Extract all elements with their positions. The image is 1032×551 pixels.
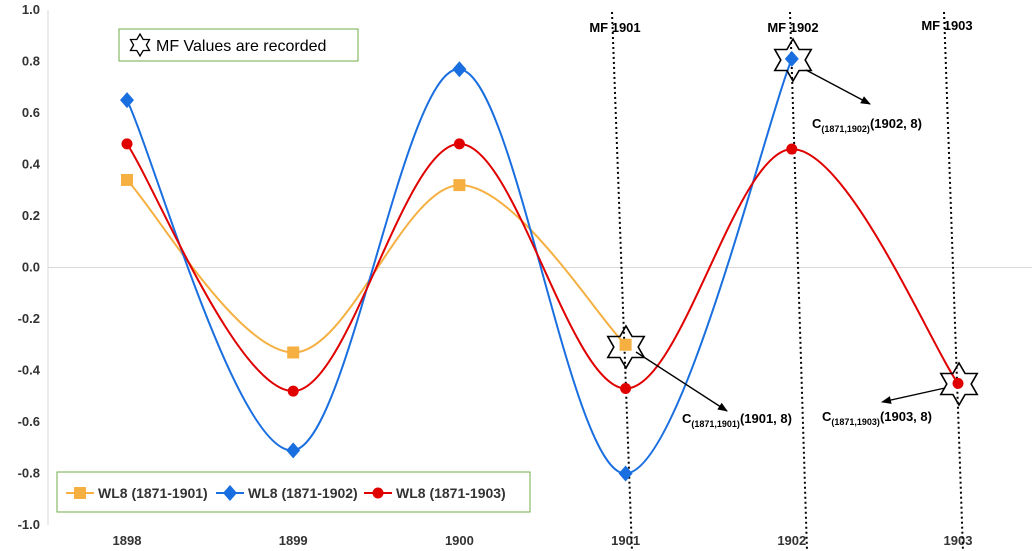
annotation-suffix: (1901, 8) — [740, 411, 792, 426]
x-tick-label: 1898 — [113, 533, 142, 548]
legend-marker — [223, 485, 237, 501]
legend-box — [56, 471, 531, 513]
annotation-arrow — [881, 387, 946, 404]
mf-star-icon — [939, 361, 979, 407]
y-tick-label: -0.4 — [18, 363, 41, 378]
legend-label: WL8 (1871-1902) — [248, 485, 358, 501]
data-point — [453, 138, 465, 150]
x-tick-label: 1900 — [445, 533, 474, 548]
x-tick-label: 1899 — [279, 533, 308, 548]
info-box — [118, 28, 359, 62]
mf-line — [789, 11, 808, 551]
y-tick-label: 0.8 — [22, 54, 40, 69]
y-tick-label: 0.6 — [22, 105, 40, 120]
x-tick-label: 1903 — [944, 533, 973, 548]
mf-star-icon — [773, 37, 813, 83]
y-tick-label: -0.8 — [18, 466, 40, 481]
annotation-subscript: (1871,1903) — [831, 417, 880, 427]
data-point — [287, 385, 299, 397]
legend-marker — [74, 487, 86, 499]
data-point — [452, 61, 467, 78]
data-point — [121, 173, 133, 186]
annotation-label: C(1871,1902)(1902, 8) — [812, 116, 922, 134]
annotation-suffix: (1903, 8) — [880, 409, 932, 424]
series-line — [126, 58, 793, 475]
y-tick-label: -0.2 — [18, 311, 40, 326]
data-point — [120, 92, 134, 109]
y-tick-label: 0.0 — [22, 260, 40, 275]
mf-line-label: MF 1903 — [921, 18, 972, 33]
data-point — [453, 179, 466, 192]
annotation-prefix: C — [812, 116, 822, 131]
y-tick-label: 0.2 — [22, 208, 40, 223]
annotation-subscript: (1871,1902) — [821, 124, 870, 134]
data-point — [618, 465, 633, 482]
legend-label: WL8 (1871-1901) — [98, 485, 208, 501]
info-box-text: MF Values are recorded — [156, 38, 326, 55]
annotation-prefix: C — [682, 411, 692, 426]
data-point — [784, 50, 799, 67]
data-point — [287, 346, 300, 359]
six-point-star-icon — [129, 32, 151, 58]
annotation-arrow — [805, 69, 871, 105]
annotation-label: C(1871,1903)(1903, 8) — [822, 409, 932, 427]
mf-star-icon — [606, 324, 646, 370]
annotation-subscript: (1871,1901) — [691, 419, 740, 429]
annotation-suffix: (1902, 8) — [870, 116, 922, 131]
data-point — [952, 377, 964, 389]
annotation-arrow — [635, 351, 728, 412]
legend-marker — [372, 487, 384, 499]
x-tick-label: 1902 — [777, 533, 806, 548]
annotation-label: C(1871,1901)(1901, 8) — [682, 411, 792, 429]
y-tick-label: -1.0 — [18, 517, 40, 532]
data-point — [620, 383, 632, 395]
data-point — [286, 442, 301, 459]
y-tick-label: -0.6 — [18, 414, 40, 429]
y-tick-label: 0.4 — [22, 157, 41, 172]
legend-label: WL8 (1871-1903) — [396, 485, 506, 501]
data-point — [121, 138, 133, 150]
mf-line-label: MF 1901 — [589, 20, 640, 35]
y-tick-label: 1.0 — [22, 2, 40, 17]
mf-line-label: MF 1902 — [767, 20, 818, 35]
mf-line — [943, 11, 964, 551]
x-tick-label: 1901 — [611, 533, 640, 548]
data-point — [619, 338, 632, 351]
data-point — [786, 143, 798, 155]
series-line — [126, 142, 959, 393]
annotation-prefix: C — [822, 409, 832, 424]
